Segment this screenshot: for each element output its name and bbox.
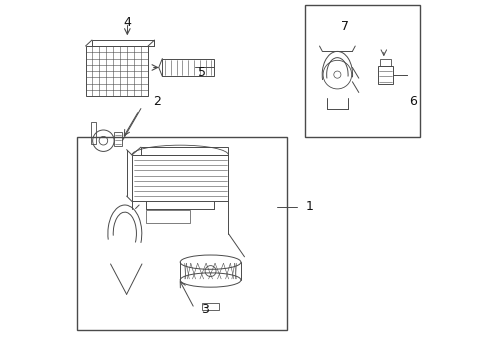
Text: 4: 4 — [123, 16, 131, 29]
Text: 1: 1 — [305, 200, 313, 213]
Text: 6: 6 — [408, 95, 416, 108]
Bar — [380, 59, 390, 66]
Text: 7: 7 — [340, 20, 348, 33]
Bar — [85, 46, 148, 96]
Bar — [132, 155, 228, 202]
Bar — [92, 40, 154, 46]
Text: 2: 2 — [153, 95, 161, 108]
Bar — [162, 59, 214, 76]
Text: 3: 3 — [201, 303, 208, 316]
Bar — [141, 147, 228, 155]
Bar — [114, 132, 122, 146]
Text: 5: 5 — [198, 66, 205, 79]
Bar — [91, 122, 95, 144]
Bar — [201, 302, 219, 310]
Bar — [146, 210, 189, 223]
Bar — [77, 137, 287, 330]
Bar — [377, 66, 393, 84]
Bar — [305, 5, 419, 137]
